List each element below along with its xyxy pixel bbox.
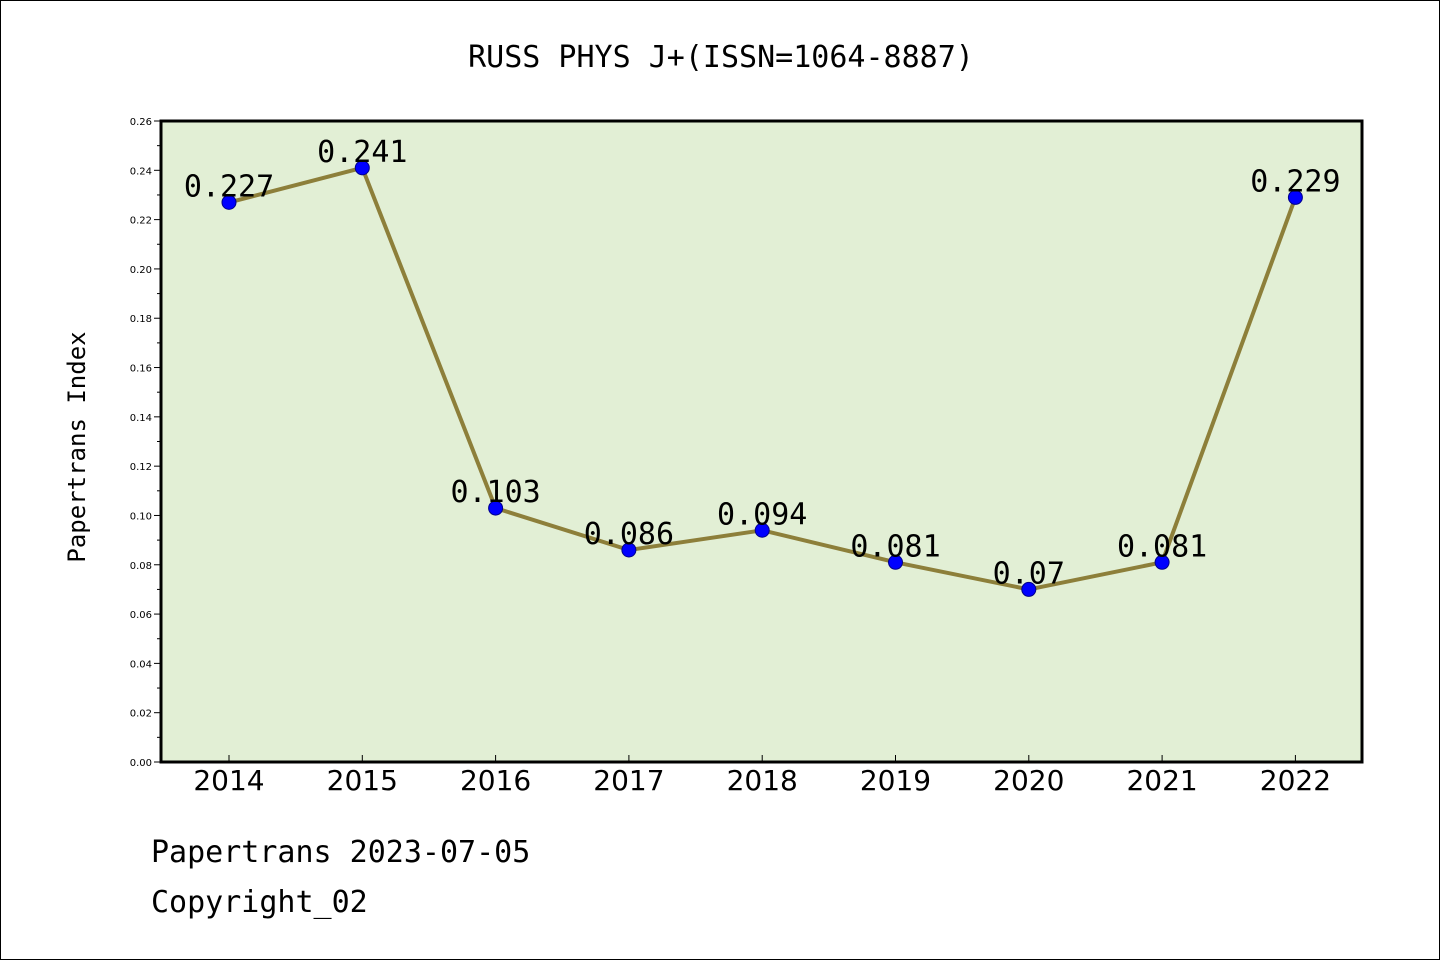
data-labels: 0.227 0.241 0.103 0.086 0.094 0.081 0.07 0.081 0… <box>184 135 1341 592</box>
data-label: 0.086 <box>584 517 674 552</box>
y-tick-label: 0.12 <box>130 462 152 473</box>
y-tick-label: 0.22 <box>130 216 152 227</box>
y-tick-label: 0.00 <box>130 758 152 769</box>
y-tick-label: 0.04 <box>130 659 152 670</box>
x-tick-label: 2021 <box>1126 764 1197 797</box>
data-point <box>1021 581 1037 597</box>
x-tick-label: 2018 <box>727 764 798 797</box>
data-label: 0.227 <box>184 169 274 204</box>
x-tick-label: 2014 <box>193 764 264 797</box>
y-tick-label: 0.18 <box>130 314 152 325</box>
data-point <box>888 554 903 570</box>
x-tick-label: 2016 <box>460 764 531 797</box>
y-tick-label: 0.02 <box>130 709 152 720</box>
data-label: 0.229 <box>1250 164 1340 199</box>
y-axis-ticks: 0.00 0.02 0.04 0.06 0.08 0.10 0.12 0.14 0.16 0.18… <box>130 117 161 769</box>
y-tick-label: 0.16 <box>130 364 152 375</box>
data-label: 0.081 <box>850 529 940 564</box>
y-tick-label: 0.24 <box>130 166 152 177</box>
data-point <box>1154 554 1170 570</box>
data-point <box>754 522 770 538</box>
y-tick-label: 0.20 <box>130 265 152 276</box>
data-point <box>354 160 370 176</box>
data-point <box>1287 189 1303 205</box>
y-tick-label: 0.26 <box>130 117 152 128</box>
data-label: 0.103 <box>450 475 540 510</box>
data-point <box>221 194 237 210</box>
x-tick-label: 2015 <box>327 764 398 797</box>
y-tick-label: 0.10 <box>130 511 152 522</box>
x-tick-label: 2020 <box>993 764 1064 797</box>
chart-title: RUSS PHYS J+(ISSN=1064-8887) <box>468 40 974 75</box>
series-layer <box>221 160 1303 597</box>
footer-copyright: Copyright_02 <box>151 885 368 920</box>
x-tick-label: 2019 <box>860 764 931 797</box>
data-label: 0.081 <box>1117 529 1207 564</box>
plot-area <box>159 119 1364 764</box>
x-tick-label: 2017 <box>593 764 664 797</box>
y-tick-label: 0.06 <box>130 610 152 621</box>
y-tick-label: 0.08 <box>130 561 152 572</box>
y-axis-label: Papertrans Index <box>63 331 91 562</box>
data-point <box>621 542 637 558</box>
footer-date: Papertrans 2023-07-05 <box>151 835 531 870</box>
y-tick-label: 0.14 <box>130 413 152 424</box>
data-label: 0.241 <box>317 135 407 170</box>
data-label: 0.094 <box>717 497 807 532</box>
x-tick-label: 2022 <box>1260 764 1331 797</box>
data-point <box>488 500 504 516</box>
x-axis-ticks: 2014 2015 2016 2017 2018 2019 2020 2021 2022 <box>193 755 1331 797</box>
data-label: 0.07 <box>993 556 1065 591</box>
